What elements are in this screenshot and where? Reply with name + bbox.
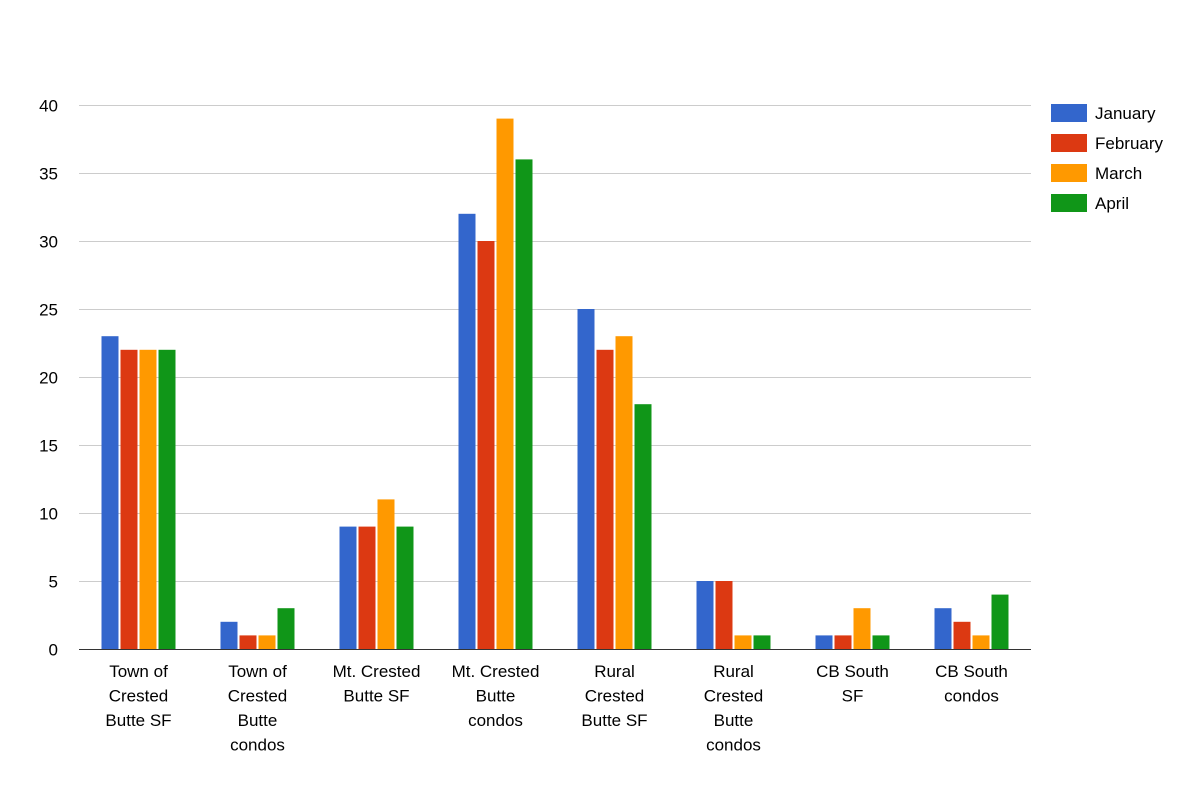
bar-january-2 <box>339 526 357 649</box>
legend-label: March <box>1095 164 1142 183</box>
bar-march-0 <box>139 349 157 649</box>
y-tick-label: 30 <box>39 233 58 252</box>
bar-april-6 <box>872 635 890 649</box>
bar-march-1 <box>258 635 276 649</box>
gridlines <box>79 105 1031 582</box>
y-tick-label: 15 <box>39 437 58 456</box>
bar-april-2 <box>396 526 414 649</box>
bar-march-4 <box>615 336 633 649</box>
category-label-2: Mt. Crested Butte SF <box>333 662 421 706</box>
category-label-line: Mt. Crested <box>452 662 540 681</box>
category-label-line: Crested <box>228 687 288 706</box>
bar-april-5 <box>753 635 771 649</box>
bar-march-7 <box>972 635 990 649</box>
legend-item-january: January <box>1051 104 1156 123</box>
category-label-line: condos <box>944 687 999 706</box>
y-tick-label: 25 <box>39 301 58 320</box>
bar-february-0 <box>120 349 138 649</box>
category-label-1: Town of Crested Butte condos <box>228 662 288 755</box>
bar-february-6 <box>834 635 852 649</box>
category-label-6: CB South SF <box>816 662 889 706</box>
bar-february-2 <box>358 526 376 649</box>
category-label-line: Butte <box>714 711 754 730</box>
bar-april-1 <box>277 608 295 649</box>
bar-april-4 <box>634 404 652 649</box>
category-label-line: condos <box>706 736 761 755</box>
bar-january-0 <box>101 336 119 649</box>
category-label-line: CB South <box>816 662 889 681</box>
bar-january-6 <box>815 635 833 649</box>
x-axis-category-labels: Town of Crested Butte SF Town of Crested Butt… <box>105 662 1007 755</box>
category-label-line: Mt. Crested <box>333 662 421 681</box>
legend-swatch <box>1051 134 1087 152</box>
legend-item-march: March <box>1051 164 1142 183</box>
bar-april-3 <box>515 159 533 649</box>
category-label-line: Crested <box>585 687 645 706</box>
category-label-line: Rural <box>594 662 635 681</box>
category-label-line: Butte SF <box>581 711 647 730</box>
category-label-line: Butte <box>238 711 278 730</box>
legend-label: April <box>1095 194 1129 213</box>
y-tick-label: 10 <box>39 505 58 524</box>
bar-february-1 <box>239 635 257 649</box>
legend-swatch <box>1051 164 1087 182</box>
bar-february-3 <box>477 241 495 649</box>
y-tick-label: 20 <box>39 369 58 388</box>
bar-march-6 <box>853 608 871 649</box>
legend: January February March April <box>1051 104 1164 213</box>
category-label-line: condos <box>468 711 523 730</box>
y-axis-ticks: 0 5 10 15 20 25 30 35 40 <box>39 97 58 660</box>
legend-swatch <box>1051 194 1087 212</box>
category-label-line: Crested <box>109 687 169 706</box>
category-label-0: Town of Crested Butte SF <box>105 662 171 730</box>
category-label-line: Crested <box>704 687 764 706</box>
category-label-line: Butte SF <box>343 687 409 706</box>
category-label-3: Mt. Crested Butte condos <box>452 662 540 730</box>
category-label-line: CB South <box>935 662 1008 681</box>
bar-february-7 <box>953 621 971 649</box>
bar-march-2 <box>377 499 395 649</box>
legend-label: January <box>1095 104 1156 123</box>
category-label-line: Butte <box>476 687 516 706</box>
category-label-7: CB South condos <box>935 662 1008 706</box>
legend-item-april: April <box>1051 194 1129 213</box>
bar-march-5 <box>734 635 752 649</box>
bar-january-1 <box>220 621 238 649</box>
y-tick-label: 0 <box>49 641 58 660</box>
bar-january-3 <box>458 213 476 650</box>
category-label-line: condos <box>230 736 285 755</box>
y-tick-label: 40 <box>39 97 58 116</box>
bar-april-7 <box>991 594 1009 649</box>
category-label-5: Rural Crested Butte condos <box>704 662 764 755</box>
y-tick-label: 5 <box>49 573 58 592</box>
category-label-line: Town of <box>109 662 168 681</box>
bar-march-3 <box>496 118 514 650</box>
category-label-line: Town of <box>228 662 287 681</box>
bars <box>101 118 1009 650</box>
category-label-line: SF <box>842 687 864 706</box>
bar-january-7 <box>934 608 952 649</box>
bar-april-0 <box>158 349 176 649</box>
bar-january-5 <box>696 581 714 649</box>
bar-february-5 <box>715 581 733 649</box>
category-label-line: Butte SF <box>105 711 171 730</box>
legend-item-february: February <box>1051 134 1164 153</box>
y-tick-label: 35 <box>39 165 58 184</box>
bar-january-4 <box>577 309 595 649</box>
bar-february-4 <box>596 349 614 649</box>
category-label-line: Rural <box>713 662 754 681</box>
legend-swatch <box>1051 104 1087 122</box>
legend-label: February <box>1095 134 1164 153</box>
category-label-4: Rural Crested Butte SF <box>581 662 647 730</box>
